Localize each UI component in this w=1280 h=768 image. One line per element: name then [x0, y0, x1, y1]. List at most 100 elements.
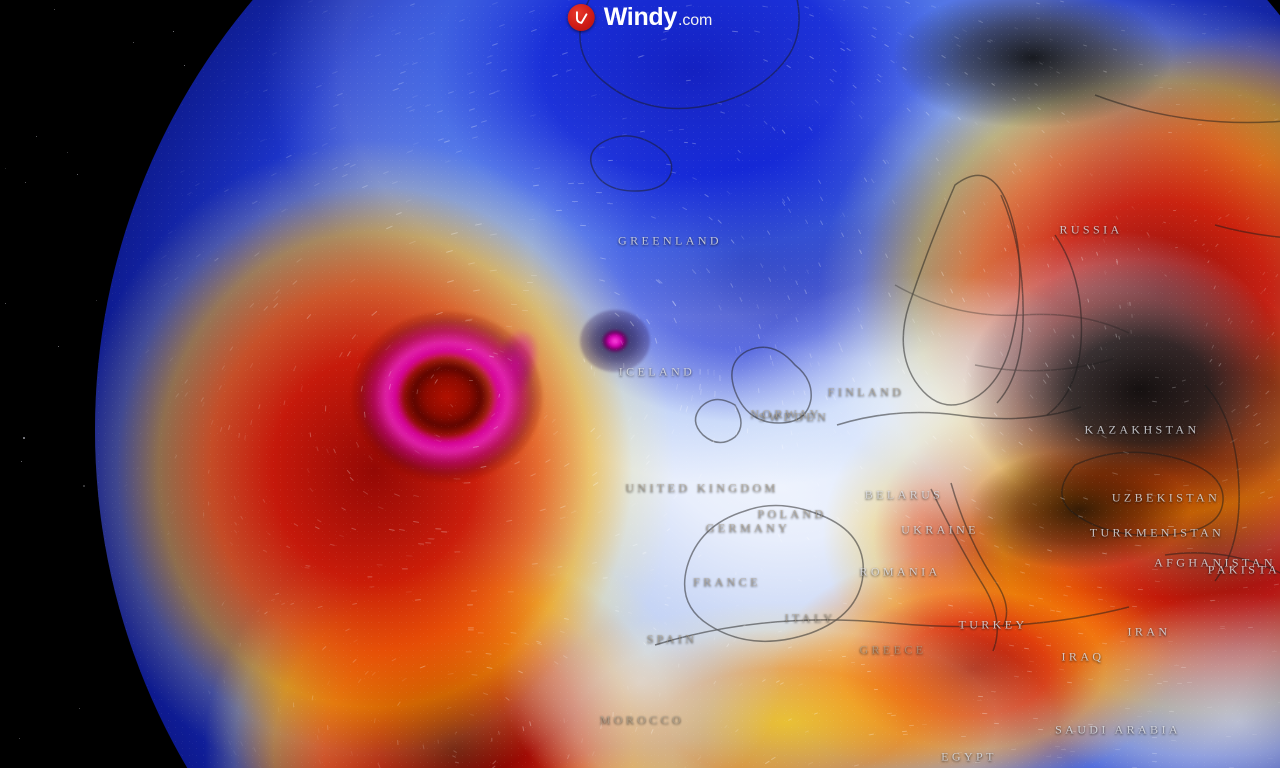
wind-streak	[1215, 28, 1220, 31]
wind-streak	[1121, 29, 1126, 32]
wind-streak	[1068, 359, 1073, 365]
wind-streak	[469, 380, 474, 382]
wind-streak	[262, 498, 266, 504]
wind-streak	[1260, 290, 1264, 295]
wind-streak	[249, 303, 254, 309]
wind-streak	[855, 508, 860, 513]
wind-streak	[274, 592, 279, 595]
wind-streak	[690, 394, 693, 401]
wind-streak	[993, 581, 999, 585]
wind-streak	[1246, 43, 1250, 45]
wind-streak	[956, 116, 961, 121]
wind-streak	[1055, 71, 1061, 75]
wind-streak	[871, 34, 877, 39]
wind-streak	[581, 738, 585, 744]
wind-streak	[698, 472, 702, 478]
wind-streak	[1086, 364, 1091, 370]
wind-streak	[701, 526, 706, 531]
wind-streak	[332, 166, 339, 171]
wind-streak	[643, 467, 649, 472]
wind-streak	[876, 410, 881, 416]
wind-streak	[472, 136, 479, 140]
wind-streak	[1168, 526, 1174, 528]
wind-streak	[446, 249, 454, 254]
wind-streak	[234, 495, 237, 501]
wind-streak	[1097, 586, 1103, 590]
wind-streak	[926, 75, 932, 80]
wind-streak	[786, 195, 790, 201]
wind-streak	[734, 406, 736, 412]
wind-streak	[663, 621, 668, 626]
wind-streak	[318, 604, 323, 608]
wind-streak	[1100, 435, 1107, 439]
wind-streak	[194, 182, 201, 187]
wind-streak	[1258, 163, 1263, 167]
wind-streak	[929, 626, 935, 629]
star	[24, 182, 26, 184]
wind-streak	[1101, 552, 1108, 555]
wind-streak	[777, 533, 781, 538]
wind-streak	[239, 741, 244, 747]
wind-streak	[325, 448, 329, 454]
wind-streak	[1167, 641, 1174, 643]
wind-streak	[1099, 346, 1103, 351]
wind-streak	[621, 117, 627, 120]
wind-streak	[293, 365, 297, 372]
wind-streak	[249, 363, 254, 369]
wind-streak	[467, 626, 474, 628]
windy-brand[interactable]: Windy .com	[567, 4, 712, 31]
wind-streak	[454, 731, 458, 735]
star	[66, 151, 68, 153]
wind-streak	[717, 305, 722, 311]
wind-streak	[851, 84, 857, 89]
wind-streak	[662, 512, 668, 517]
wind-streak	[679, 129, 684, 131]
wind-streak	[930, 5, 936, 9]
wind-streak	[713, 636, 716, 641]
wind-streak	[814, 99, 820, 105]
wind-streak	[136, 467, 141, 471]
wind-streak	[434, 379, 439, 384]
wind-streak	[382, 171, 389, 175]
wind-streak	[306, 468, 310, 474]
wind-streak	[1231, 408, 1237, 413]
globe-sphere[interactable]	[95, 0, 1280, 768]
wind-streak	[294, 523, 299, 527]
wind-streak	[530, 274, 537, 277]
wind-streak	[682, 206, 688, 211]
wind-streak	[1131, 605, 1137, 608]
wind-streak	[978, 532, 984, 536]
wind-streak	[640, 130, 646, 133]
wind-streak	[436, 366, 442, 371]
wind-streak	[805, 536, 810, 541]
wind-streak	[1218, 362, 1222, 368]
wind-streak	[1086, 298, 1090, 303]
wind-streak	[1183, 485, 1190, 488]
wind-particle-overlay	[95, 0, 1280, 768]
wind-streak	[467, 262, 475, 266]
wind-streak	[704, 193, 709, 198]
wind-streak	[166, 502, 170, 507]
wind-streak	[856, 420, 861, 426]
wind-streak	[486, 55, 493, 59]
wind-streak	[1059, 0, 1065, 4]
wind-streak	[802, 390, 806, 396]
wind-streak	[397, 739, 399, 746]
wind-streak	[622, 133, 628, 136]
wind-streak	[698, 554, 703, 558]
wind-streak	[677, 663, 680, 668]
wind-streak	[409, 240, 416, 245]
wind-streak	[1208, 358, 1213, 363]
wind-streak	[198, 712, 201, 717]
wind-streak	[858, 114, 863, 120]
wind-streak	[1035, 17, 1041, 21]
wind-streak	[699, 368, 701, 375]
wind-streak	[453, 477, 461, 480]
wind-streak	[1016, 204, 1020, 209]
wind-streak	[1230, 117, 1235, 121]
wind-streak	[666, 596, 671, 599]
wind-streak	[306, 314, 312, 320]
wind-streak	[500, 69, 507, 73]
wind-streak	[598, 146, 605, 149]
